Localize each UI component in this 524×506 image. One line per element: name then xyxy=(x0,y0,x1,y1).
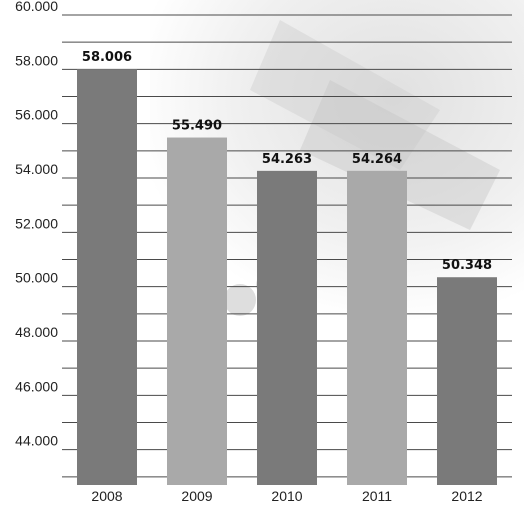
x-tick-label: 2008 xyxy=(91,488,122,504)
y-tick-label: 48.000 xyxy=(15,324,58,340)
bar-value-label: 54.263 xyxy=(262,152,312,167)
bar-value-label: 55.490 xyxy=(172,119,222,134)
value-labels: 58.006 55.490 54.263 54.264 50.348 xyxy=(82,50,492,273)
bars xyxy=(77,69,497,486)
bar-2009 xyxy=(167,137,227,486)
x-tick-label: 2012 xyxy=(451,488,482,504)
x-axis: 2008 2009 2010 2011 2012 xyxy=(91,488,482,504)
y-tick-label: 52.000 xyxy=(15,215,58,231)
x-tick-label: 2011 xyxy=(362,488,392,504)
x-tick-label: 2009 xyxy=(181,488,212,504)
bar-value-label: 50.348 xyxy=(442,258,492,273)
y-tick-label: 44.000 xyxy=(15,433,58,449)
y-tick-label: 46.000 xyxy=(15,378,58,394)
y-tick-label: 50.000 xyxy=(15,270,58,286)
y-tick-label: 54.000 xyxy=(15,161,58,177)
bar-2012 xyxy=(437,277,497,485)
y-axis: 44.000 46.000 48.000 50.000 52.000 54.000 56.0… xyxy=(15,0,58,449)
bar-2011 xyxy=(347,170,407,485)
x-tick-label: 2010 xyxy=(271,488,302,504)
bar-value-label: 58.006 xyxy=(82,50,132,65)
y-tick-label: 60.000 xyxy=(15,0,58,14)
y-tick-label: 56.000 xyxy=(15,107,58,123)
bar-2008 xyxy=(77,69,137,486)
y-tick-label: 58.000 xyxy=(15,52,58,68)
bar-value-label: 54.264 xyxy=(352,152,402,167)
bar-2010 xyxy=(257,170,317,485)
